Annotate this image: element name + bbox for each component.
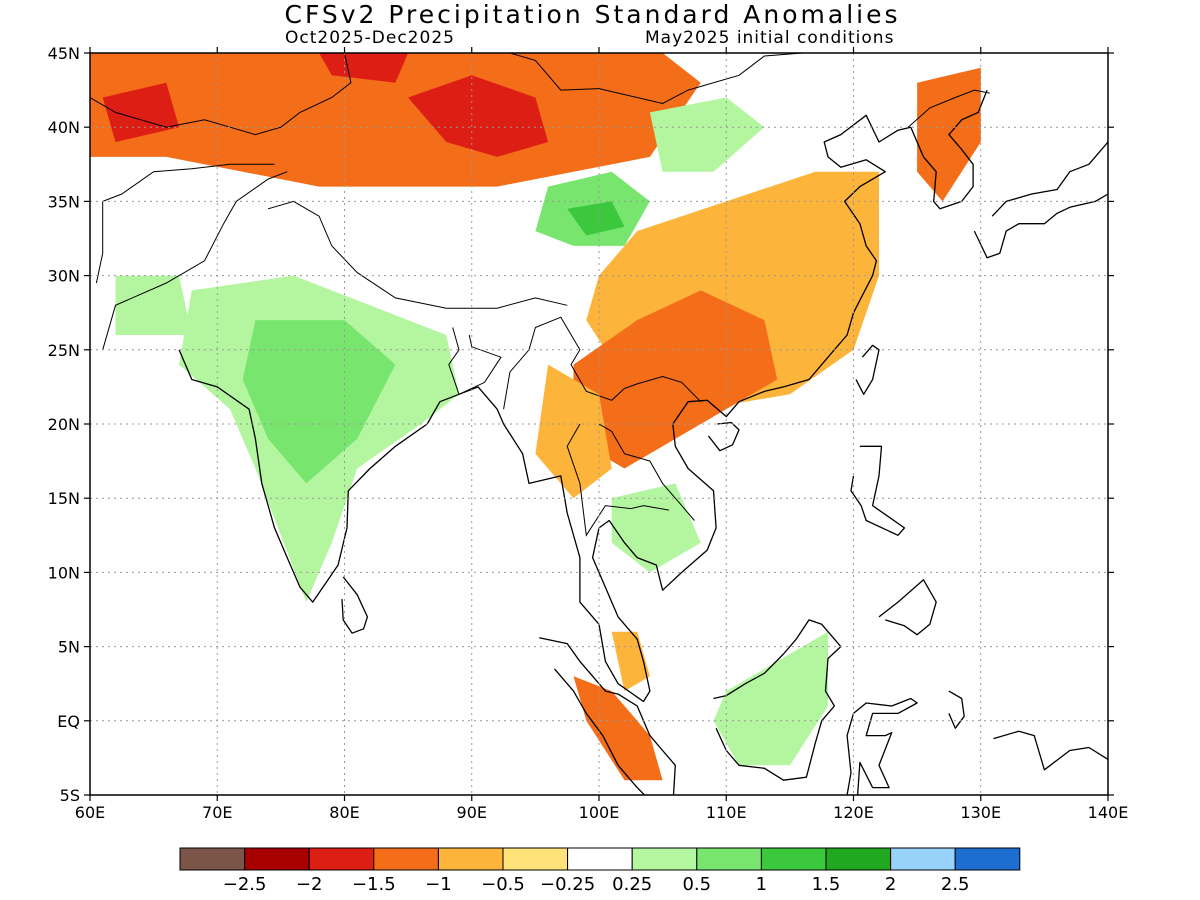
lat-tick-label: 5N (58, 638, 80, 657)
lon-tick-label: 60E (75, 803, 105, 822)
lat-tick-label: EQ (57, 712, 80, 731)
anomaly-northern-china-mongolia-dry (90, 53, 701, 187)
mindanao-coast (878, 579, 937, 636)
map-title: CFSv2 Precipitation Standard Anomalies (284, 0, 901, 29)
pakistan-border (102, 171, 288, 350)
colorbar-label: −2.5 (223, 874, 267, 895)
anomaly-sumatra-dry (573, 676, 663, 781)
colorbar-swatch (890, 847, 956, 871)
map-gridlines (90, 53, 1108, 795)
hainan-coast (707, 421, 740, 452)
colorbar-swatch (567, 847, 633, 871)
anomaly-india-core-wet (242, 320, 396, 484)
lat-tick-label: 15N (48, 489, 80, 508)
lat-tick-label: 40N (48, 118, 80, 137)
new-guinea-coast (993, 730, 1108, 771)
colorbar-label: −2 (296, 874, 323, 895)
lon-tick-label: 70E (202, 803, 232, 822)
anomaly-thailand-dry (535, 364, 612, 499)
sulawesi-coast (846, 697, 918, 795)
japan-sea-coast (991, 141, 1108, 217)
colorbar: −2.5 −2 −1.5 −1 −0.5 −0.25 0.25 0.5 1 1.5 2 2.5 (179, 847, 1021, 895)
colorbar-swatch (179, 847, 246, 871)
anomaly-pakistan-wet (115, 275, 192, 335)
colorbar-swatch (631, 847, 698, 871)
lat-tick-label: 5S (60, 786, 80, 805)
afghan-border (95, 163, 275, 284)
lon-tick-label: 110E (706, 803, 747, 822)
central-asia-border (90, 53, 352, 136)
colorbar-label: −1 (425, 874, 452, 895)
borneo-coast (713, 619, 842, 781)
anomaly-mongolia-strong-dry (319, 53, 409, 83)
korea-coast (910, 89, 988, 210)
colorbar-label: 0.5 (682, 874, 711, 895)
colorbar-swatch (308, 847, 375, 871)
anomaly-fills (90, 53, 981, 781)
colorbar-label: 2 (885, 874, 896, 895)
anomaly-northwest-china-wet (649, 97, 765, 172)
anomaly-cambodia-wet (611, 483, 701, 573)
laos-border (598, 423, 695, 521)
lon-tick-label: 80E (329, 803, 359, 822)
mongolia-border (508, 53, 803, 105)
colorbar-swatch (437, 847, 504, 871)
luzon-coast (850, 445, 906, 536)
sumatra-coast (539, 637, 676, 795)
lat-tick-label: 35N (48, 192, 80, 211)
sri-lanka-coast (341, 576, 369, 634)
colorbar-swatch (244, 847, 310, 871)
colorbar-label: −0.25 (540, 874, 595, 895)
lat-tick-label: 10N (48, 563, 80, 582)
colorbar-label: 1.5 (812, 874, 841, 895)
lon-tick-label: 100E (579, 803, 620, 822)
anomaly-malaya-dry (611, 631, 650, 692)
colorbar-label: 0.25 (612, 874, 652, 895)
lon-tick-label: 90E (457, 803, 487, 822)
lat-tick-label: 30N (48, 267, 80, 286)
colorbar-swatch (760, 847, 827, 871)
colorbar-swatch (954, 847, 1021, 871)
anomaly-borneo-wet (713, 631, 828, 766)
colorbar-label: −1.5 (352, 874, 396, 895)
lat-tick-label: 45N (48, 44, 80, 63)
anomaly-tibet-core-wet (567, 201, 625, 236)
colorbar-swatch (373, 847, 439, 871)
japan-coast (973, 193, 1108, 259)
lat-tick-label: 20N (48, 415, 80, 434)
colorbar-swatch (825, 847, 892, 871)
country-borders (90, 53, 990, 537)
thai-border (566, 423, 670, 537)
colorbar-swatch (696, 847, 762, 871)
forecast-period: Oct2025-Dec2025 (285, 28, 455, 48)
lon-tick-label: 130E (960, 803, 1001, 822)
anomaly-tarim-strong-dry (408, 75, 549, 157)
halmahera-coast (948, 690, 965, 729)
colorbar-label: 2.5 (941, 874, 970, 895)
lat-tick-label: 25N (48, 341, 80, 360)
bangladesh-border (448, 327, 502, 395)
colorbar-label: 1 (756, 874, 767, 895)
china-korea-border (907, 89, 990, 128)
colorbar-swatch (502, 847, 569, 871)
colorbar-label: −0.5 (481, 874, 525, 895)
taiwan-coast (855, 344, 880, 395)
himalaya-border (267, 200, 568, 309)
initial-conditions: May2025 initial conditions (645, 28, 895, 48)
lon-tick-label: 140E (1088, 803, 1129, 822)
lon-tick-label: 120E (833, 803, 874, 822)
myanmar-border (503, 316, 702, 410)
